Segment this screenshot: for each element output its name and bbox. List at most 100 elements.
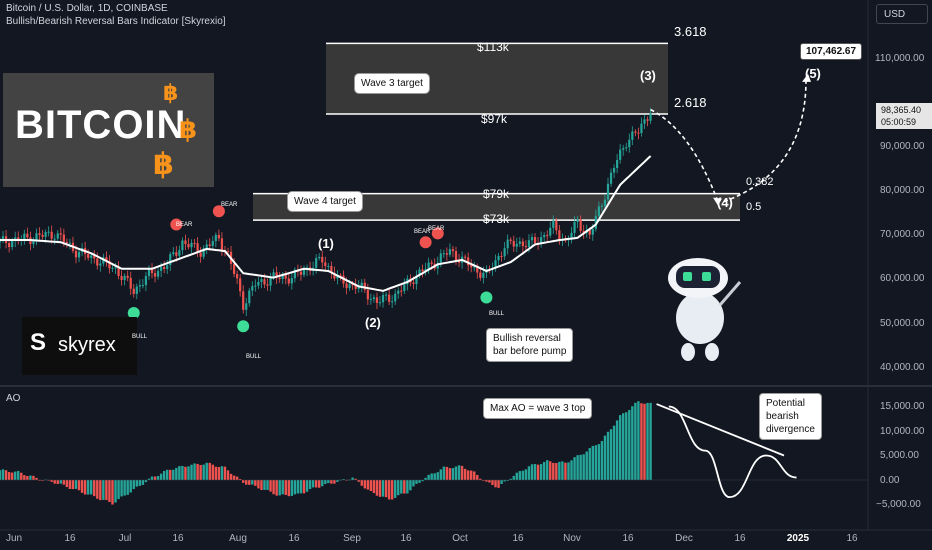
candle-body — [172, 252, 175, 255]
candle-body — [65, 241, 68, 244]
ao-histogram-bar — [266, 480, 269, 490]
bull-signal-label: BULL — [132, 334, 148, 340]
candle-body — [302, 270, 306, 275]
candle-body — [93, 255, 96, 259]
ao-histogram-bar — [314, 480, 318, 488]
ao-histogram-bar — [229, 473, 233, 480]
candle-body — [354, 284, 357, 289]
candle-body — [41, 234, 44, 237]
ao-histogram-bar — [585, 451, 588, 480]
ao-histogram-bar — [524, 469, 528, 480]
candle-body — [26, 233, 29, 238]
candle-body — [524, 245, 528, 248]
robot-leg — [681, 343, 695, 361]
ao-divergence-trendline — [656, 403, 785, 457]
bullish-reversal-callout-line: Bullish reversal — [493, 333, 561, 344]
ao-histogram-bar — [226, 470, 230, 480]
candle-body — [540, 237, 543, 244]
candle-body — [509, 239, 512, 241]
candle-body — [546, 235, 549, 237]
candle-body — [330, 265, 333, 273]
candle-body — [403, 284, 406, 292]
price-axis-tick: 70,000.00 — [880, 229, 925, 240]
bear-signal-label: BEAR — [414, 229, 431, 235]
candle-body — [147, 269, 151, 277]
ao-histogram-bar — [80, 480, 84, 493]
candle-body — [202, 248, 205, 257]
candle-body — [156, 270, 160, 277]
candle-body — [603, 199, 607, 206]
ao-histogram-bar — [251, 480, 254, 485]
candle-body — [552, 220, 555, 228]
ao-histogram-bar — [445, 466, 449, 480]
candle-body — [269, 276, 272, 286]
time-axis-tick: Sep — [343, 533, 361, 544]
ao-histogram-bar — [460, 465, 464, 480]
candle-body — [77, 251, 81, 258]
bear-signal-marker — [212, 205, 225, 218]
level-79k-label: $79k — [483, 187, 510, 201]
candle-body — [436, 262, 439, 269]
ao-histogram-bar — [308, 480, 312, 490]
candle-body — [129, 277, 132, 289]
ao-histogram-bar — [588, 448, 591, 480]
ao-histogram-bar — [41, 480, 44, 481]
candle-body — [576, 219, 579, 222]
candle-body — [503, 248, 506, 257]
candle-body — [254, 285, 257, 287]
ao-histogram-bar — [530, 464, 534, 480]
ao-histogram-bar — [1, 469, 5, 480]
ao-histogram-bar — [184, 466, 187, 480]
wave5-target-price-badge: 107,462.67 — [800, 43, 863, 60]
ao-histogram-bar — [518, 471, 522, 480]
ao-histogram-bar — [199, 465, 202, 480]
candle-body — [321, 256, 324, 263]
ao-histogram-bar — [649, 402, 652, 480]
ao-histogram-bar — [129, 480, 132, 493]
robot-pen — [718, 281, 742, 306]
ao-histogram-bar — [132, 480, 135, 490]
candle-body — [345, 283, 348, 289]
candle-body — [324, 262, 327, 267]
ao-histogram-bar — [126, 480, 129, 495]
candle-body — [260, 279, 263, 282]
ao-histogram-bar — [357, 480, 360, 482]
candle-body — [570, 232, 573, 239]
ao-histogram-bar — [220, 466, 224, 480]
ao-projection-curve — [668, 405, 797, 499]
ao-histogram-bar — [263, 480, 266, 490]
wave-5-label: (5) — [805, 66, 821, 81]
ao-histogram-bar — [515, 472, 518, 480]
time-axis-tick: 16 — [400, 533, 412, 544]
level-73k-label: $73k — [483, 212, 510, 226]
ao-histogram-bar — [205, 462, 208, 480]
candle-body — [257, 281, 260, 286]
ao-histogram-bar — [156, 475, 160, 480]
currency-button[interactable]: USD — [876, 4, 928, 24]
bull-signal-marker — [480, 291, 493, 304]
candle-body — [11, 240, 14, 247]
candle-body — [470, 265, 473, 268]
ao-histogram-bar — [321, 480, 324, 487]
ao-histogram-bar — [217, 467, 221, 480]
candle-body — [336, 275, 339, 279]
candle-body — [616, 159, 619, 168]
ao-histogram-bar — [214, 466, 218, 480]
ao-histogram-bar — [0, 470, 2, 480]
candle-body — [23, 233, 26, 239]
candle-body — [579, 219, 582, 231]
candle-body — [205, 244, 208, 249]
ao-histogram-bar — [71, 480, 75, 490]
ao-histogram-bar — [470, 470, 473, 480]
candle-body — [634, 131, 637, 133]
ao-histogram-bar — [318, 480, 321, 488]
ao-histogram-bar — [646, 402, 649, 480]
candle-body — [588, 230, 591, 235]
candle-body — [625, 147, 628, 149]
ao-histogram-bar — [74, 480, 78, 489]
time-axis-tick: Aug — [229, 533, 247, 544]
candle-body — [59, 233, 62, 235]
ao-histogram-bar — [579, 454, 582, 480]
candle-body — [646, 119, 649, 121]
